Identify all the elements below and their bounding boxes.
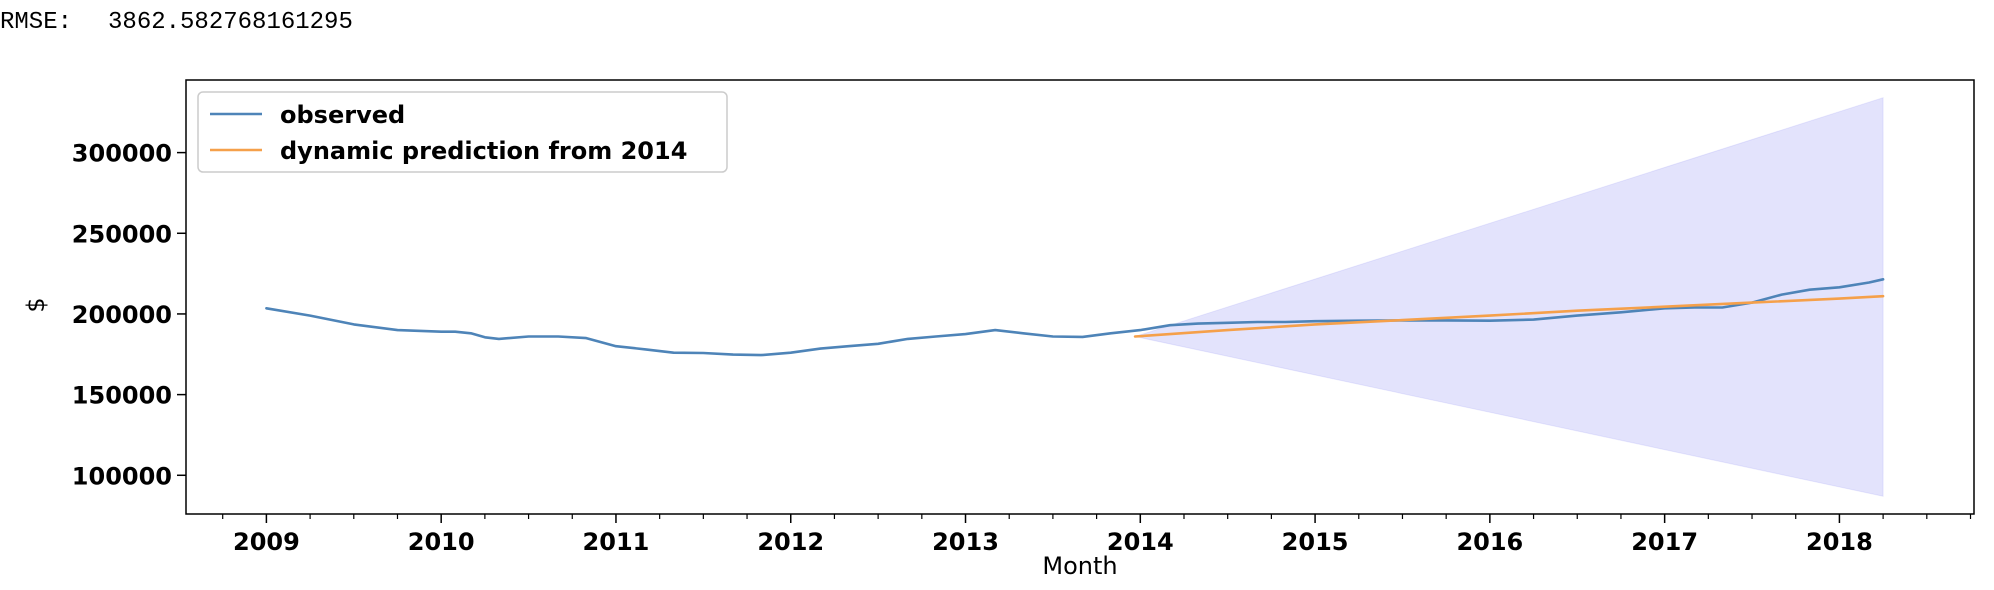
plot-frame — [185, 79, 1975, 515]
y-tick-label: 150000 — [72, 382, 172, 410]
y-axis-title: $ — [22, 297, 50, 312]
legend-box — [197, 91, 728, 173]
x-axis: 2009 2010 2011 2012 2013 2014 2015 2016 2017 2018 — [222, 514, 1972, 556]
x-tick-label: 2013 — [932, 528, 999, 556]
rmse-value: 3862.582768161295 — [108, 9, 353, 36]
rmse-output: RMSE: 3862.582768161295 — [0, 8, 353, 38]
observed-series-line — [265, 277, 1885, 357]
y-tick-label: 250000 — [72, 220, 172, 248]
x-tick-label: 2018 — [1806, 528, 1873, 556]
x-tick-label: 2016 — [1456, 528, 1523, 556]
x-tick-label: 2012 — [757, 528, 824, 556]
plot-area — [185, 79, 1975, 515]
x-axis-title: Month — [1042, 552, 1117, 580]
x-tick-label: 2017 — [1631, 528, 1698, 556]
series-layer — [265, 277, 1885, 357]
y-tick-label: 300000 — [72, 140, 172, 168]
legend-label: observed — [280, 101, 405, 129]
y-tick-label: 200000 — [72, 301, 172, 329]
legend: observed dynamic prediction from 2014 — [197, 91, 728, 173]
prediction-series-line — [1133, 294, 1885, 338]
x-tick-label: 2014 — [1107, 528, 1174, 556]
x-tick-label: 2011 — [583, 528, 650, 556]
y-tick-label: 100000 — [72, 462, 172, 490]
rmse-label: RMSE: — [0, 9, 73, 36]
legend-label: dynamic prediction from 2014 — [280, 137, 687, 165]
x-tick-label: 2009 — [233, 528, 300, 556]
x-tick-label: 2015 — [1282, 528, 1349, 556]
y-axis: 100000 150000 200000 250000 300000 — [72, 140, 186, 490]
x-tick-label: 2010 — [408, 528, 475, 556]
